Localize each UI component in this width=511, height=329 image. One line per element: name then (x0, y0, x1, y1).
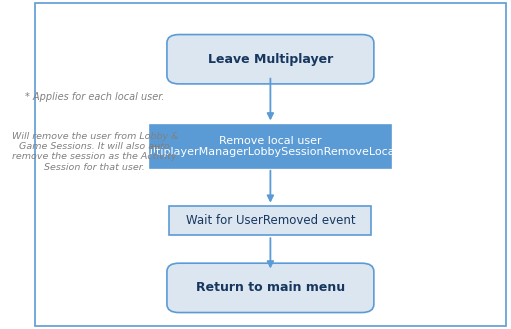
Text: Wait for UserRemoved event: Wait for UserRemoved event (185, 214, 355, 227)
FancyBboxPatch shape (150, 125, 391, 168)
FancyBboxPatch shape (167, 35, 374, 84)
Text: * Applies for each local user.: * Applies for each local user. (25, 92, 165, 102)
FancyBboxPatch shape (167, 263, 374, 313)
FancyBboxPatch shape (169, 206, 371, 235)
Text: Leave Multiplayer: Leave Multiplayer (208, 53, 333, 66)
Text: Return to main menu: Return to main menu (196, 281, 345, 294)
Text: Will remove the user from Lobby &
Game Sessions. It will also auto
remove the se: Will remove the user from Lobby & Game S… (12, 132, 178, 172)
Text: Remove local user
(XblMultiplayerManagerLobbySessionRemoveLocalUser): Remove local user (XblMultiplayerManager… (113, 136, 427, 157)
